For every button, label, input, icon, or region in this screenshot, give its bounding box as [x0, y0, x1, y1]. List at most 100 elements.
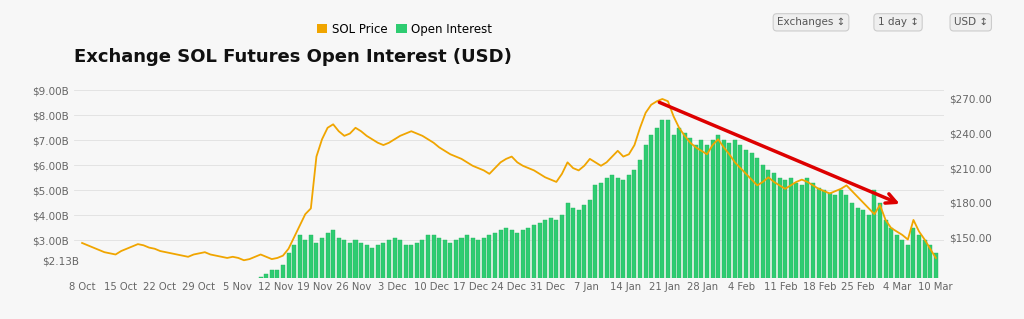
Bar [565, 203, 569, 315]
Bar [783, 180, 787, 315]
Bar [309, 235, 313, 315]
Bar [86, 308, 90, 315]
Bar [615, 178, 620, 315]
Bar [654, 128, 658, 315]
Bar [884, 220, 888, 315]
Bar [264, 274, 268, 315]
Bar [191, 295, 196, 315]
Bar [504, 227, 508, 315]
Bar [911, 227, 915, 315]
Bar [158, 298, 162, 315]
Bar [392, 238, 396, 315]
Bar [510, 230, 514, 315]
Bar [622, 180, 626, 315]
Bar [878, 203, 882, 315]
Bar [248, 284, 252, 315]
Bar [549, 218, 553, 315]
Bar [331, 230, 335, 315]
Bar [321, 238, 324, 315]
Bar [381, 242, 385, 315]
Bar [538, 223, 542, 315]
Bar [454, 240, 458, 315]
Bar [499, 230, 503, 315]
Bar [403, 245, 408, 315]
Bar [153, 299, 157, 315]
Bar [571, 208, 575, 315]
Bar [493, 233, 497, 315]
Text: 1 day ↕: 1 day ↕ [878, 17, 919, 27]
Bar [795, 182, 799, 315]
Bar [872, 190, 877, 315]
Bar [711, 140, 715, 315]
Bar [80, 309, 84, 315]
Bar [688, 137, 692, 315]
Bar [180, 296, 184, 315]
Bar [845, 195, 849, 315]
Bar [387, 240, 391, 315]
Bar [314, 242, 318, 315]
Bar [275, 270, 280, 315]
Bar [102, 305, 106, 315]
Bar [777, 178, 781, 315]
Bar [169, 297, 173, 315]
Bar [415, 242, 419, 315]
Bar [365, 245, 369, 315]
Bar [827, 193, 831, 315]
Bar [125, 302, 129, 315]
Bar [918, 235, 921, 315]
Bar [644, 145, 647, 315]
Bar [214, 293, 218, 315]
Bar [108, 304, 112, 315]
Bar [866, 215, 870, 315]
Bar [237, 291, 241, 315]
Bar [699, 140, 703, 315]
Bar [487, 235, 492, 315]
Bar [164, 298, 168, 315]
Bar [934, 253, 938, 315]
Text: USD ↕: USD ↕ [953, 17, 988, 27]
Bar [449, 242, 453, 315]
Bar [800, 185, 804, 315]
Bar [114, 303, 118, 315]
Bar [359, 242, 364, 315]
Bar [426, 235, 430, 315]
Bar [604, 178, 608, 315]
Bar [431, 235, 435, 315]
Text: $2.13B: $2.13B [42, 257, 79, 267]
Bar [526, 227, 530, 315]
Bar [147, 300, 152, 315]
Bar [839, 190, 843, 315]
Bar [337, 238, 341, 315]
Text: Exchanges ↕: Exchanges ↕ [777, 17, 845, 27]
Bar [253, 281, 257, 315]
Bar [850, 203, 854, 315]
Bar [834, 195, 838, 315]
Bar [521, 230, 525, 315]
Bar [186, 296, 190, 315]
Bar [410, 245, 414, 315]
Bar [716, 135, 720, 315]
Bar [906, 245, 910, 315]
Bar [900, 240, 904, 315]
Bar [677, 128, 681, 315]
Bar [476, 240, 480, 315]
Bar [722, 140, 726, 315]
Text: Exchange SOL Futures Open Interest (USD): Exchange SOL Futures Open Interest (USD) [74, 48, 512, 66]
Bar [242, 288, 246, 315]
Bar [660, 120, 665, 315]
Bar [460, 238, 464, 315]
Bar [666, 120, 670, 315]
Bar [627, 175, 631, 315]
Bar [326, 233, 330, 315]
Bar [259, 277, 262, 315]
Bar [465, 235, 469, 315]
Bar [203, 294, 207, 315]
Bar [772, 173, 776, 315]
Bar [638, 160, 642, 315]
Bar [672, 135, 676, 315]
Bar [756, 158, 759, 315]
Bar [577, 210, 581, 315]
Bar [889, 227, 893, 315]
Bar [816, 188, 820, 315]
Bar [761, 165, 765, 315]
